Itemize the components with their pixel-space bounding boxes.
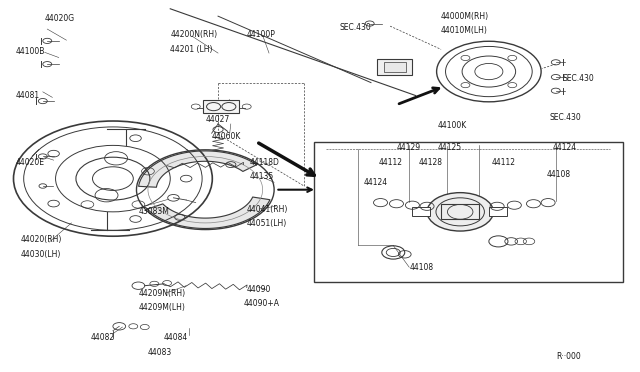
Text: 44209M(LH): 44209M(LH) — [138, 302, 185, 312]
Polygon shape — [139, 151, 257, 187]
Text: 44124: 44124 — [552, 143, 577, 152]
Text: 44020G: 44020G — [45, 13, 75, 22]
Text: 44128: 44128 — [419, 157, 443, 167]
Text: 44030(LH): 44030(LH) — [20, 250, 61, 259]
Text: 44090+A: 44090+A — [244, 299, 280, 308]
Text: 44129: 44129 — [396, 143, 420, 152]
Text: SEC.430: SEC.430 — [549, 113, 581, 122]
Text: 44112: 44112 — [379, 157, 403, 167]
Text: 44081: 44081 — [15, 91, 40, 100]
Text: 44209N(RH): 44209N(RH) — [138, 289, 186, 298]
Text: R··000: R··000 — [556, 352, 580, 361]
Bar — [314, 142, 623, 282]
Text: 44090: 44090 — [246, 285, 271, 294]
Polygon shape — [147, 197, 270, 228]
Text: 44100P: 44100P — [246, 30, 276, 39]
Text: 43083M: 43083M — [138, 207, 169, 217]
Bar — [441, 204, 479, 219]
Text: 44010M(LH): 44010M(LH) — [441, 26, 488, 35]
Text: 44108: 44108 — [546, 170, 570, 179]
Bar — [412, 207, 430, 216]
Text: 44118D: 44118D — [250, 157, 280, 167]
Bar — [378, 59, 412, 75]
Text: 44084: 44084 — [164, 333, 188, 342]
Bar — [204, 100, 239, 113]
Text: 44027: 44027 — [205, 115, 230, 124]
Text: 44082: 44082 — [91, 333, 115, 342]
Text: 44124: 44124 — [364, 178, 387, 187]
Text: 44020E: 44020E — [15, 157, 44, 167]
Text: 44135: 44135 — [250, 172, 274, 181]
Text: 44020(RH): 44020(RH) — [20, 235, 62, 244]
Text: 44201 (LH): 44201 (LH) — [170, 45, 212, 54]
Text: 44100K: 44100K — [438, 121, 467, 129]
Text: SEC.430: SEC.430 — [339, 23, 371, 32]
Text: 44200N(RH): 44200N(RH) — [170, 30, 218, 39]
Text: 44112: 44112 — [492, 157, 516, 167]
Text: 44041(RH): 44041(RH) — [246, 205, 288, 215]
Text: 44051(LH): 44051(LH) — [246, 219, 287, 228]
Bar — [489, 207, 507, 216]
Text: 44083: 44083 — [148, 348, 172, 357]
Text: 44060K: 44060K — [212, 132, 241, 141]
Text: 44000M(RH): 44000M(RH) — [441, 12, 489, 21]
Text: SEC.430: SEC.430 — [562, 74, 594, 83]
Text: 44125: 44125 — [438, 143, 462, 152]
Text: 44100B: 44100B — [15, 47, 45, 56]
Circle shape — [427, 193, 493, 231]
Bar — [384, 62, 406, 72]
Text: 44108: 44108 — [409, 263, 433, 272]
